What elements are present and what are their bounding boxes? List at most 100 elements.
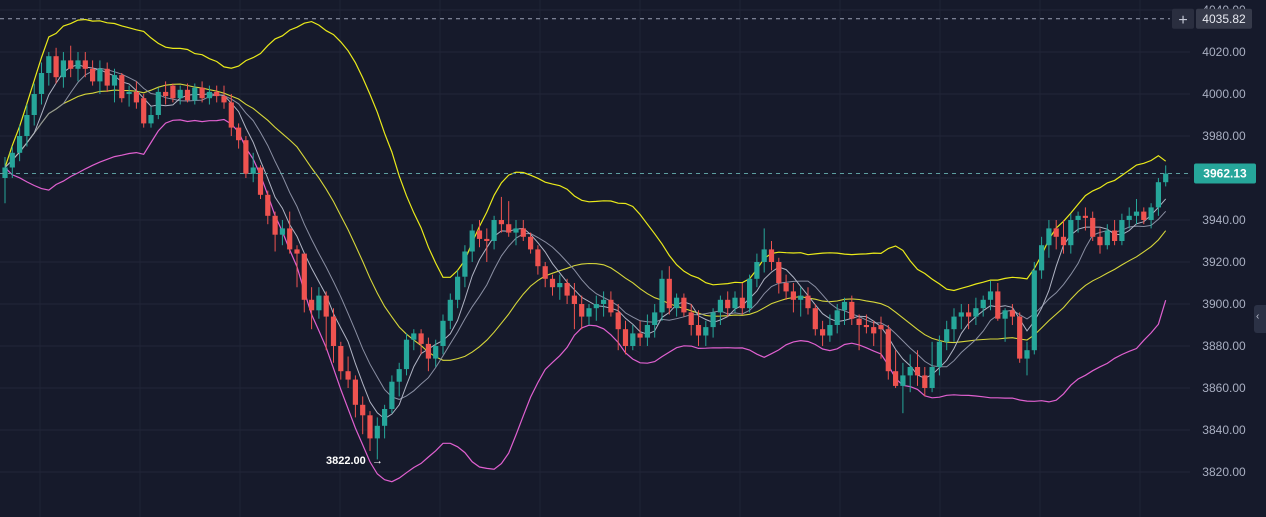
grid bbox=[0, 0, 1190, 517]
candle bbox=[703, 320, 709, 346]
candle bbox=[425, 337, 431, 372]
side-panel-handle[interactable]: ‹ bbox=[1254, 305, 1266, 333]
candle-body bbox=[1024, 350, 1030, 359]
candle bbox=[1024, 341, 1030, 376]
candle-body bbox=[403, 339, 410, 370]
current-price-tag: 3962.13 bbox=[1194, 163, 1256, 184]
candle bbox=[206, 85, 212, 105]
candle bbox=[790, 283, 796, 313]
candle-body bbox=[447, 299, 453, 321]
candle-body bbox=[46, 56, 52, 73]
candle bbox=[111, 68, 118, 103]
candle bbox=[1141, 207, 1147, 225]
candle-body bbox=[520, 228, 526, 237]
candle bbox=[615, 304, 621, 351]
candle bbox=[250, 152, 256, 183]
candle-body bbox=[1075, 215, 1081, 220]
candle-body bbox=[323, 295, 329, 317]
y-tick-label: 3860.00 bbox=[1202, 381, 1246, 395]
y-tick-label: 3880.00 bbox=[1202, 339, 1246, 353]
candle bbox=[491, 215, 497, 250]
low-price-text: 3822.00 bbox=[326, 455, 366, 467]
y-tick-label: 3940.00 bbox=[1202, 213, 1246, 227]
candle bbox=[133, 81, 139, 109]
candle bbox=[345, 356, 351, 388]
candle-body bbox=[382, 409, 388, 426]
candle-body bbox=[1060, 236, 1067, 246]
candle bbox=[330, 308, 337, 363]
candle bbox=[279, 220, 285, 246]
candle-body bbox=[462, 251, 468, 277]
candle bbox=[338, 341, 344, 380]
candle bbox=[24, 104, 30, 147]
candle-body bbox=[827, 325, 833, 336]
candle bbox=[272, 211, 278, 252]
candle bbox=[820, 320, 826, 346]
bollinger-upper-line bbox=[4, 18, 1167, 292]
candle bbox=[455, 270, 461, 309]
y-tick-label: 3840.00 bbox=[1202, 423, 1246, 437]
candle bbox=[316, 287, 322, 319]
candle-body bbox=[834, 310, 840, 325]
candle bbox=[104, 62, 110, 92]
candle bbox=[287, 211, 293, 254]
candle-body bbox=[1126, 215, 1132, 220]
candle-body bbox=[622, 329, 629, 346]
current-price-text: 3962.13 bbox=[1203, 167, 1247, 181]
candle bbox=[38, 62, 45, 105]
candle bbox=[1090, 211, 1096, 241]
candle-body bbox=[75, 60, 81, 69]
candle bbox=[739, 283, 745, 315]
candle bbox=[644, 314, 650, 346]
candle bbox=[2, 157, 8, 204]
candle bbox=[148, 106, 154, 128]
candle-body bbox=[542, 266, 548, 279]
candle bbox=[987, 280, 994, 311]
candle-body bbox=[433, 346, 439, 359]
candle bbox=[243, 136, 249, 178]
y-tick-label: 3900.00 bbox=[1202, 297, 1246, 311]
indicator-lines bbox=[4, 18, 1167, 483]
y-tick-label: 3980.00 bbox=[1202, 129, 1246, 143]
candle bbox=[382, 404, 388, 439]
chevron-left-icon[interactable]: ‹ bbox=[1256, 311, 1260, 322]
candle-body bbox=[396, 369, 402, 382]
candle-body bbox=[90, 68, 96, 82]
candle bbox=[593, 295, 599, 321]
candle bbox=[163, 81, 169, 105]
candle-body bbox=[24, 115, 30, 136]
candle-body bbox=[549, 278, 556, 288]
candle-body bbox=[360, 404, 366, 416]
candle-body bbox=[440, 320, 446, 346]
candle-body bbox=[1082, 215, 1088, 218]
price-axis: 3820.00 3840.00 3860.00 3880.00 3900.00 3920.… bbox=[1202, 3, 1246, 479]
candle-body bbox=[703, 327, 709, 336]
crosshair-plus-box[interactable] bbox=[1172, 8, 1194, 29]
candle-body bbox=[608, 299, 614, 313]
candle bbox=[155, 87, 161, 120]
candle bbox=[929, 341, 935, 393]
candle bbox=[834, 304, 840, 334]
candle bbox=[922, 367, 928, 397]
candle-body bbox=[374, 425, 380, 439]
candle-body bbox=[586, 308, 592, 317]
candle-body bbox=[476, 230, 483, 239]
candle-body bbox=[754, 262, 760, 279]
candle bbox=[46, 52, 52, 86]
candle bbox=[995, 283, 1001, 321]
candle bbox=[980, 295, 986, 317]
candle-body bbox=[279, 228, 285, 235]
candle-body bbox=[31, 94, 37, 115]
plus-icon[interactable]: + bbox=[1178, 12, 1187, 29]
candle bbox=[119, 73, 125, 103]
candle-body bbox=[330, 316, 337, 346]
candle-body bbox=[155, 91, 161, 115]
candle-body bbox=[747, 278, 753, 309]
candle-body bbox=[820, 329, 826, 336]
candle bbox=[841, 297, 848, 325]
crosshair-price-tag[interactable]: + 4035.82 bbox=[1172, 8, 1252, 29]
candle-body bbox=[2, 167, 8, 178]
candle bbox=[68, 45, 74, 78]
candle-body bbox=[1119, 220, 1125, 241]
